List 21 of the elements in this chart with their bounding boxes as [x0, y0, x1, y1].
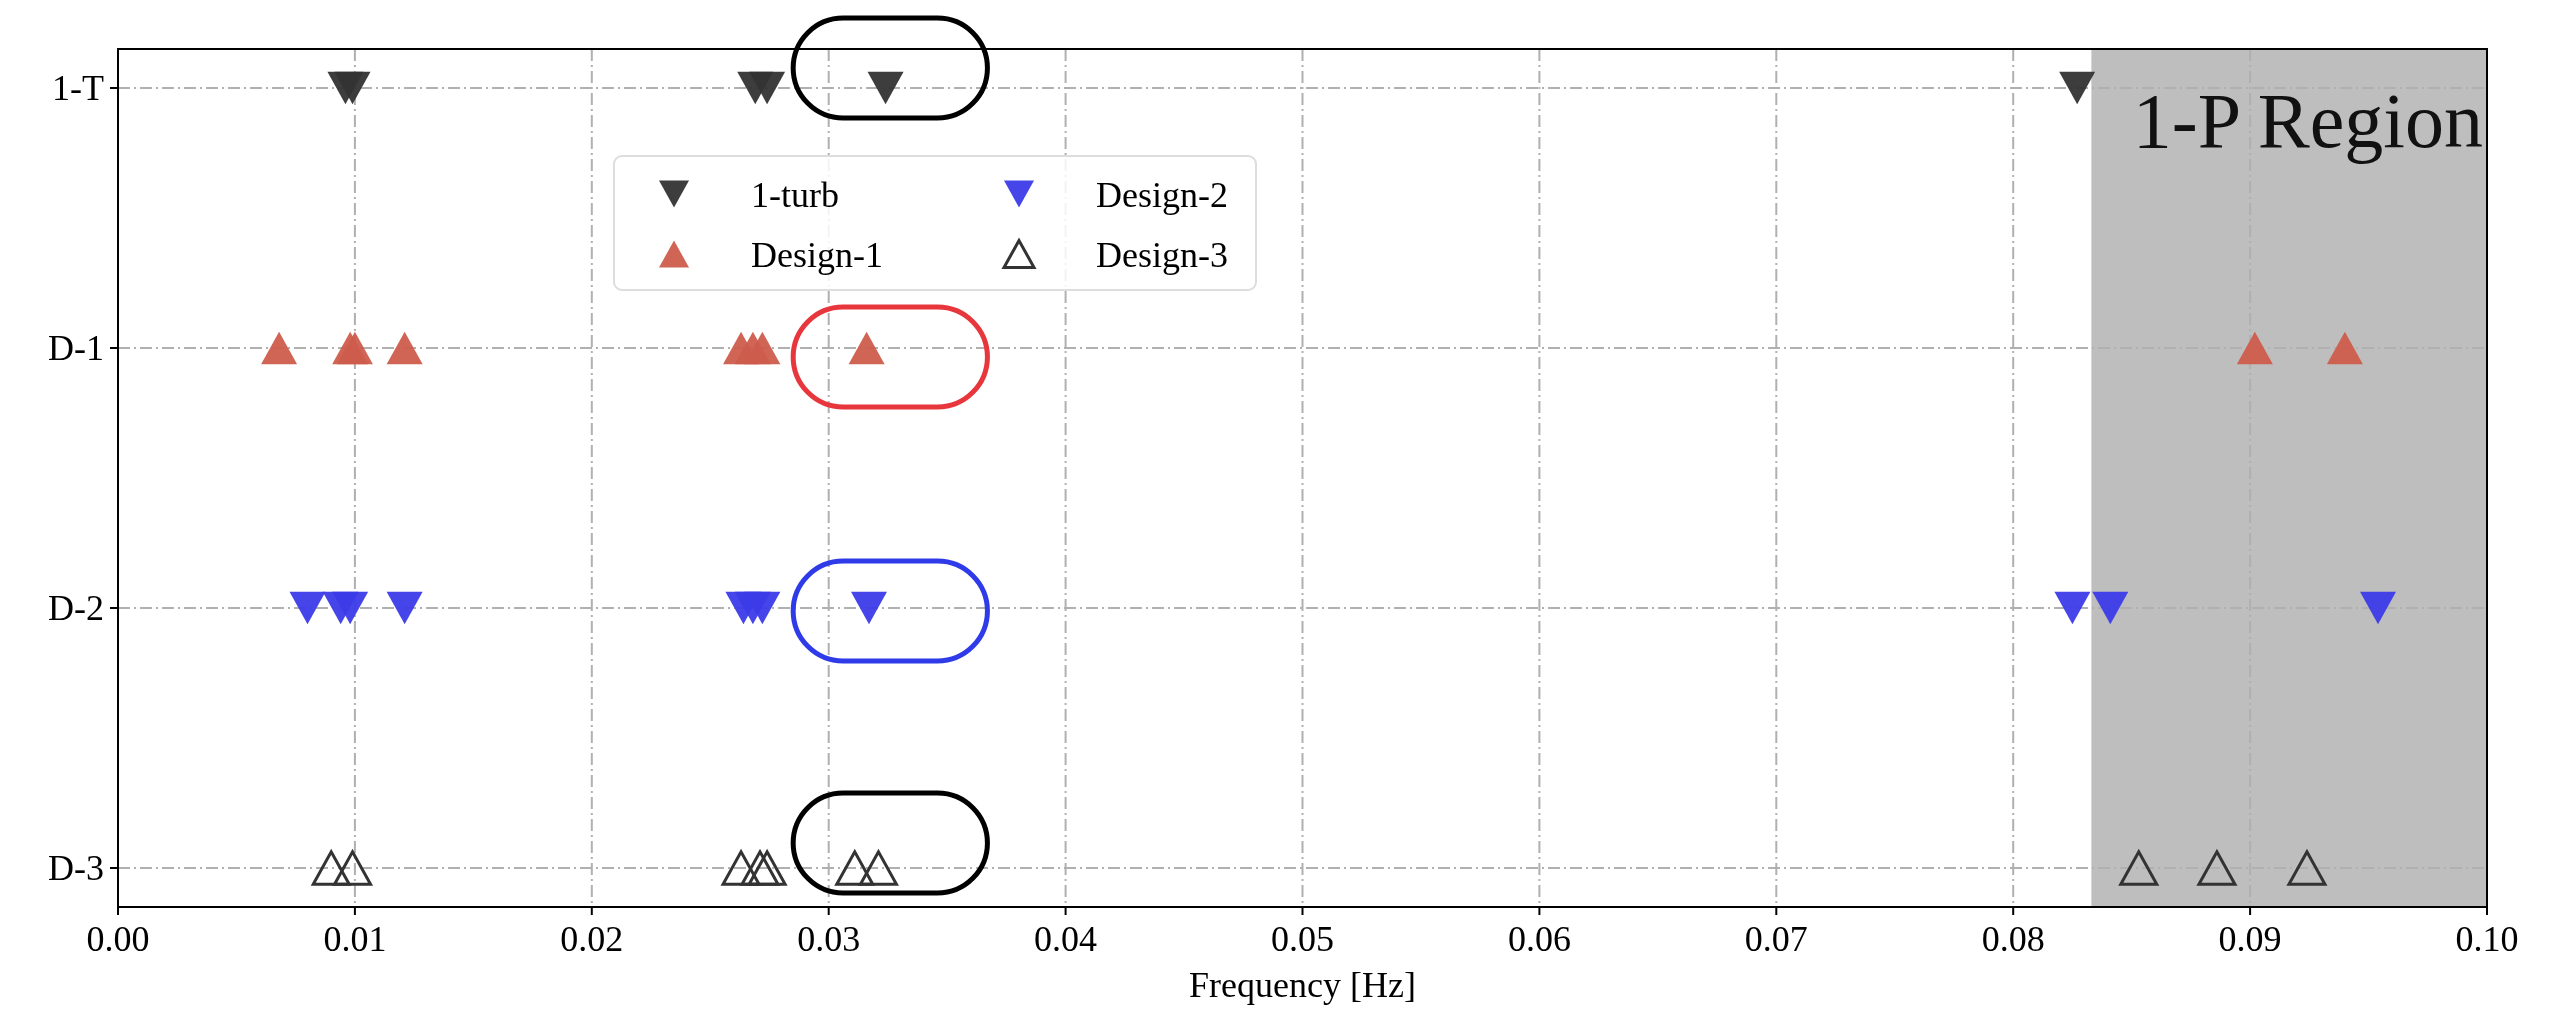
x-tick-label: 0.07 [1744, 919, 1808, 959]
x-tick-label: 0.10 [2455, 919, 2519, 959]
legend-label: Design-2 [1096, 175, 1228, 215]
x-tick-label: 0.02 [560, 919, 624, 959]
y-tick-label: D-1 [48, 328, 104, 368]
legend-label: Design-3 [1096, 235, 1228, 275]
y-tick-label: 1-T [52, 68, 104, 108]
x-tick-label: 0.04 [1034, 919, 1098, 959]
x-tick-label: 0.09 [2218, 919, 2282, 959]
legend-label: 1-turb [751, 175, 839, 215]
y-tick-label: D-3 [48, 848, 104, 888]
x-tick-label: 0.01 [323, 919, 387, 959]
legend-label: Design-1 [751, 235, 883, 275]
x-tick-label: 0.05 [1271, 919, 1334, 959]
x-tick-label: 0.06 [1507, 919, 1571, 959]
x-tick-label: 0.08 [1981, 919, 2045, 959]
x-axis-title: Frequency [Hz] [1189, 965, 1416, 1005]
y-tick-label: D-2 [48, 588, 104, 628]
x-tick-label: 0.00 [86, 919, 150, 959]
x-tick-label: 0.03 [797, 919, 861, 959]
band-label: 1-P Region [2132, 77, 2483, 164]
